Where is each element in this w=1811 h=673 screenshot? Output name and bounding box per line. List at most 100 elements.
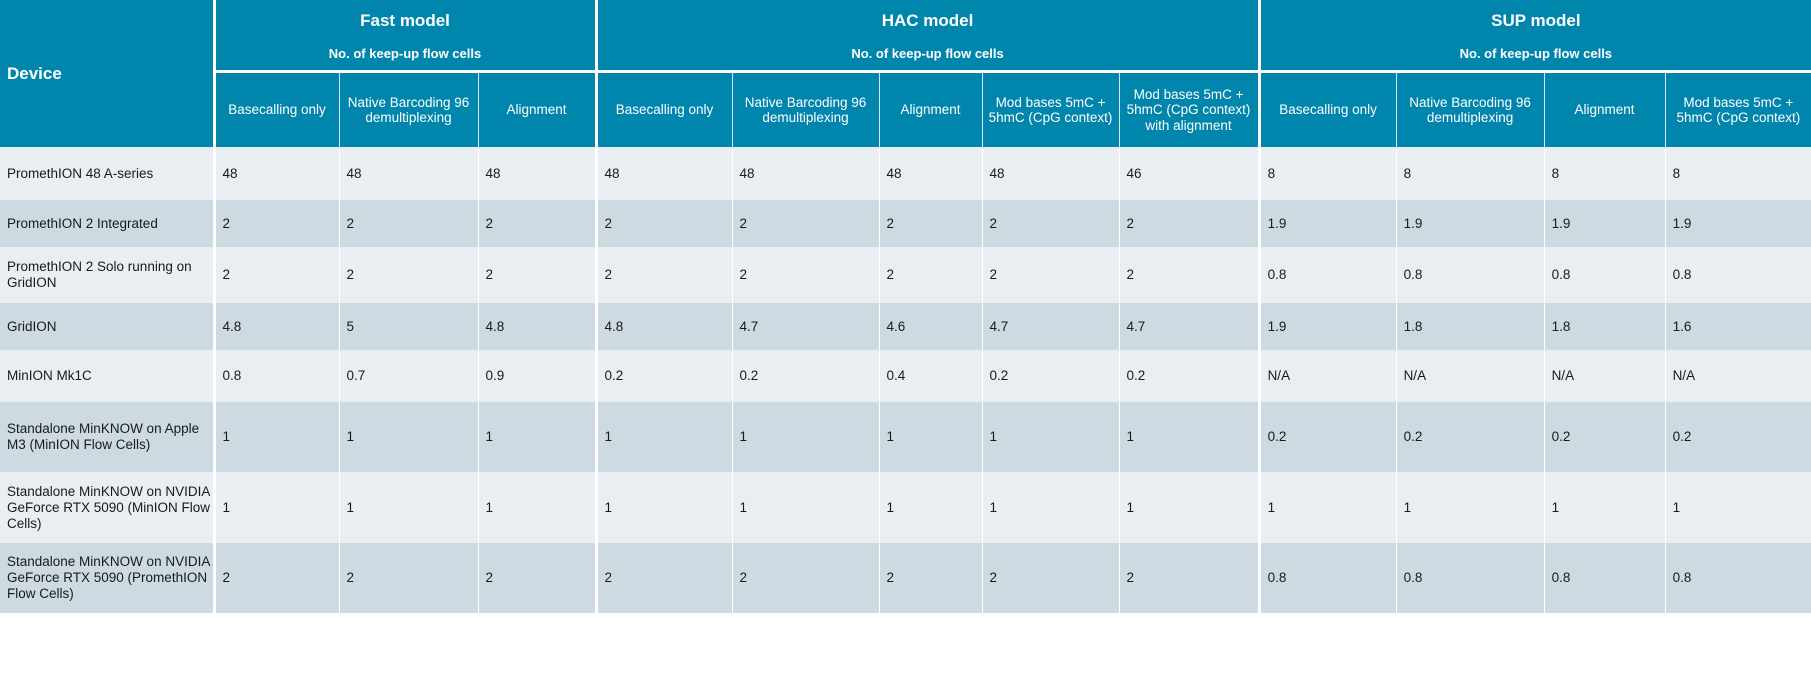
hac-model-header: HAC model No. of keep-up flow cells	[596, 0, 1261, 73]
group-subtitle: No. of keep-up flow cells	[851, 46, 1004, 61]
value-cell: 1	[879, 402, 983, 472]
value-cell: 2	[732, 543, 880, 613]
value-cell: 0.9	[478, 350, 598, 402]
value-cell: 2	[596, 200, 733, 247]
column-header: Native Barcoding 96 demultiplexing	[339, 71, 479, 147]
column-header: Alignment	[478, 71, 598, 147]
value-cell: 0.8	[1259, 543, 1397, 613]
value-cell: 1	[982, 402, 1120, 472]
column-header: Basecalling only	[596, 71, 733, 147]
column-header: Alignment	[1544, 71, 1666, 147]
column-header: Native Barcoding 96 demultiplexing	[1396, 71, 1545, 147]
value-cell: 0.2	[1396, 402, 1545, 472]
value-cell: 46	[1119, 147, 1261, 200]
value-cell: 2	[1119, 200, 1261, 247]
value-cell: 0.4	[879, 350, 983, 402]
value-cell: 2	[879, 543, 983, 613]
column-header: Mod bases 5mC + 5hmC (CpG context)	[982, 71, 1120, 147]
value-cell: 2	[732, 200, 880, 247]
value-cell: 0.2	[982, 350, 1120, 402]
column-header-row: Basecalling only Native Barcoding 96 dem…	[0, 71, 1811, 147]
value-cell: 48	[214, 147, 340, 200]
value-cell: 1	[596, 472, 733, 543]
group-title: Fast model	[360, 11, 450, 30]
value-cell: 48	[596, 147, 733, 200]
value-cell: 0.8	[1665, 543, 1811, 613]
value-cell: 1	[879, 472, 983, 543]
group-header-row: Device Fast model No. of keep-up flow ce…	[0, 0, 1811, 147]
device-column-header: Device	[0, 0, 216, 147]
value-cell: 0.2	[1544, 402, 1666, 472]
group-subtitle: No. of keep-up flow cells	[1459, 46, 1613, 61]
value-cell: N/A	[1544, 350, 1666, 402]
value-cell: 1	[1544, 472, 1666, 543]
value-cell: 1	[214, 472, 340, 543]
value-cell: 1.8	[1396, 303, 1545, 350]
sup-model-header: SUP model No. of keep-up flow cells	[1259, 0, 1811, 73]
value-cell: 2	[214, 200, 340, 247]
group-title: SUP model	[1491, 11, 1581, 30]
value-cell: 1	[339, 402, 479, 472]
value-cell: 1	[1396, 472, 1545, 543]
value-cell: 48	[879, 147, 983, 200]
value-cell: 8	[1544, 147, 1666, 200]
column-header: Basecalling only	[1259, 71, 1397, 147]
value-cell: 0.2	[732, 350, 880, 402]
value-cell: 1.9	[1396, 200, 1545, 247]
table-body: PromethION 48 A-series 48 48 48 48 48 48 48 46 8 8…	[0, 147, 1811, 613]
value-cell: 2	[339, 247, 479, 303]
column-header: Mod bases 5mC + 5hmC (CpG context) with …	[1119, 71, 1261, 147]
value-cell: 2	[982, 543, 1120, 613]
column-header: Alignment	[879, 71, 983, 147]
value-cell: 1.8	[1544, 303, 1666, 350]
value-cell: 2	[339, 543, 479, 613]
value-cell: 48	[478, 147, 598, 200]
value-cell: 0.2	[1665, 402, 1811, 472]
value-cell: 1	[1119, 402, 1261, 472]
value-cell: 2	[478, 247, 598, 303]
value-cell: N/A	[1396, 350, 1545, 402]
value-cell: 1.9	[1544, 200, 1666, 247]
value-cell: 2	[214, 543, 340, 613]
value-cell: 0.8	[1396, 247, 1545, 303]
group-title: HAC model	[881, 11, 974, 30]
value-cell: 2	[879, 247, 983, 303]
value-cell: 2	[982, 247, 1120, 303]
device-name-cell: PromethION 2 Integrated	[0, 200, 216, 247]
value-cell: 8	[1665, 147, 1811, 200]
value-cell: 1	[339, 472, 479, 543]
flow-cell-table: Device Fast model No. of keep-up flow ce…	[0, 0, 1811, 613]
table-row: PromethION 48 A-series 48 48 48 48 48 48 48 46 8 8…	[0, 147, 1811, 200]
value-cell: 0.8	[214, 350, 340, 402]
value-cell: 0.8	[1259, 247, 1397, 303]
value-cell: 5	[339, 303, 479, 350]
value-cell: 1	[214, 402, 340, 472]
value-cell: 1	[596, 402, 733, 472]
value-cell: 4.8	[214, 303, 340, 350]
value-cell: 0.7	[339, 350, 479, 402]
value-cell: 48	[732, 147, 880, 200]
value-cell: N/A	[1665, 350, 1811, 402]
value-cell: 0.2	[1119, 350, 1261, 402]
value-cell: 1.9	[1259, 200, 1397, 247]
value-cell: 2	[1119, 543, 1261, 613]
value-cell: 8	[1259, 147, 1397, 200]
column-header: Mod bases 5mC + 5hmC (CpG context)	[1665, 71, 1811, 147]
value-cell: 2	[478, 200, 598, 247]
fast-model-header: Fast model No. of keep-up flow cells	[214, 0, 598, 73]
value-cell: 4.6	[879, 303, 983, 350]
value-cell: 1.6	[1665, 303, 1811, 350]
value-cell: 48	[982, 147, 1120, 200]
column-header: Native Barcoding 96 demultiplexing	[732, 71, 880, 147]
value-cell: 2	[478, 543, 598, 613]
table-row: Standalone MinKNOW on Apple M3 (MinION F…	[0, 402, 1811, 472]
device-name-cell: Standalone MinKNOW on NVIDIA GeForce RTX…	[0, 543, 216, 613]
value-cell: 1	[478, 472, 598, 543]
value-cell: 1	[732, 402, 880, 472]
table-row: Standalone MinKNOW on NVIDIA GeForce RTX…	[0, 543, 1811, 613]
value-cell: 0.8	[1396, 543, 1545, 613]
value-cell: 0.2	[1259, 402, 1397, 472]
value-cell: 2	[596, 247, 733, 303]
value-cell: 0.8	[1544, 543, 1666, 613]
table-row: MinION Mk1C 0.8 0.7 0.9 0.2 0.2 0.4 0.2 0.2 N/A N/…	[0, 350, 1811, 402]
